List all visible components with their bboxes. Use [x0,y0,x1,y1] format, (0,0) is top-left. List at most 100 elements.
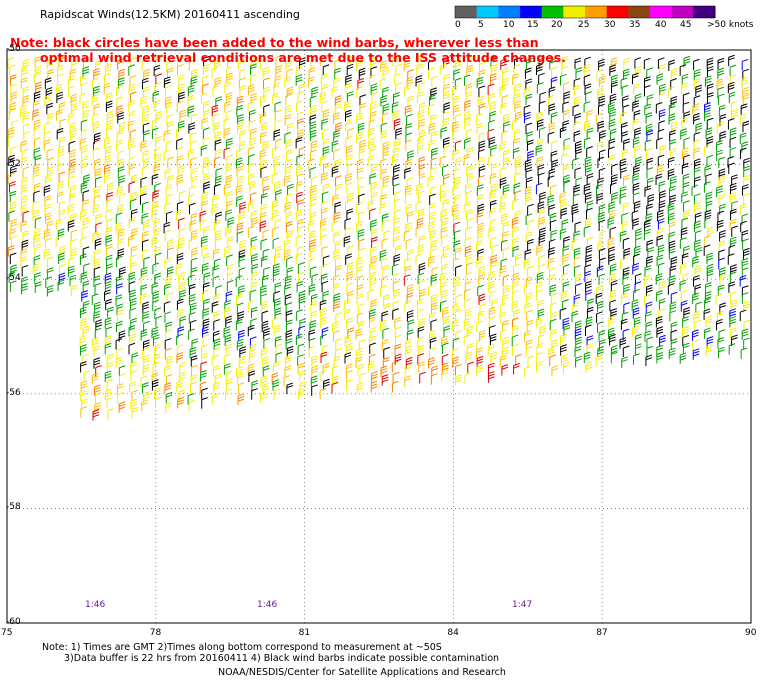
wind-barb [575,148,582,161]
wind-barb [632,262,639,275]
wind-barb [248,370,256,383]
wind-barb [489,290,496,303]
wind-barb [236,195,243,207]
wind-barb [586,306,594,319]
wind-barb [502,319,509,332]
wind-barb [632,325,639,338]
wind-barb [261,300,268,313]
wind-barb [154,272,162,285]
wind-barb [248,154,255,166]
wind-barb [694,319,701,332]
wind-barb [731,174,738,186]
wind-barb [80,406,88,418]
wind-barb [57,180,65,193]
wind-barb [334,103,342,115]
wind-barb [116,275,123,287]
wind-barb [285,138,293,151]
wind-barb [271,209,279,221]
wind-barb [357,122,365,134]
wind-barb [658,120,665,132]
wind-barb [359,139,367,152]
wind-barb [575,355,582,368]
wind-barb [645,354,653,367]
wind-barb [597,87,604,99]
wind-barb [34,227,41,240]
wind-barb [321,280,329,293]
wind-barb [131,174,138,186]
wind-barb [345,253,352,265]
wind-barb [283,375,291,387]
wind-barb [212,113,220,126]
wind-barb [226,378,233,391]
wind-barb [585,324,592,337]
wind-barb [536,63,543,76]
wind-barb [285,193,293,205]
wind-barb [44,195,52,207]
wind-barb [428,122,436,135]
wind-barb [200,144,208,157]
wind-barb [177,55,184,67]
wind-barb [176,351,184,364]
wind-barb [104,145,112,158]
wind-barb [621,356,628,368]
wind-barb [549,354,556,367]
wind-barb [598,248,606,260]
wind-barb [478,69,486,81]
wind-barb [584,83,592,95]
wind-barb [598,211,605,224]
wind-barb [706,154,714,167]
wind-barb [646,94,654,106]
wind-barb [346,154,353,167]
wind-barb [500,329,507,341]
wind-barb [563,91,571,103]
wind-barb [201,191,209,204]
wind-barb [164,229,172,242]
wind-barb [643,76,651,88]
wind-barb [116,84,123,97]
wind-barb [391,360,399,373]
wind-barb [703,308,711,320]
wind-barb [682,342,690,355]
wind-barb [104,289,111,301]
wind-barb [140,274,148,287]
wind-barb [296,100,303,112]
wind-barb [58,171,66,184]
wind-barb [668,59,675,72]
wind-barb [440,253,448,265]
wind-barb [417,244,425,256]
wind-barb [417,344,425,357]
wind-barb [355,328,363,340]
wind-barb [668,231,676,243]
wind-barb [573,121,580,133]
wind-barb [357,228,365,241]
wind-barb [247,162,255,175]
wind-barb [502,230,509,243]
wind-barb [417,272,425,285]
legend-swatch [476,6,499,18]
wind-barb [187,105,195,117]
wind-barb [239,201,247,214]
wind-barb [319,388,327,400]
wind-barb [451,319,459,331]
wind-barb [464,137,471,150]
wind-barb [430,157,438,169]
wind-barb [477,194,484,206]
wind-barb [164,338,172,350]
wind-barb [643,275,651,287]
wind-barb [260,131,267,144]
wind-barb [249,109,256,121]
wind-barb [443,145,451,157]
wind-barb [393,288,401,301]
wind-barb [334,95,342,107]
wind-barb [308,329,316,341]
wind-barb [274,297,281,310]
wind-barb [179,190,186,203]
wind-barb [309,246,317,259]
wind-barb [609,93,617,105]
wind-barb [646,177,654,189]
wind-barb [56,91,64,104]
wind-barb [608,327,615,339]
wind-barb [417,308,424,321]
wind-barb [597,120,605,133]
wind-barb [693,68,701,81]
